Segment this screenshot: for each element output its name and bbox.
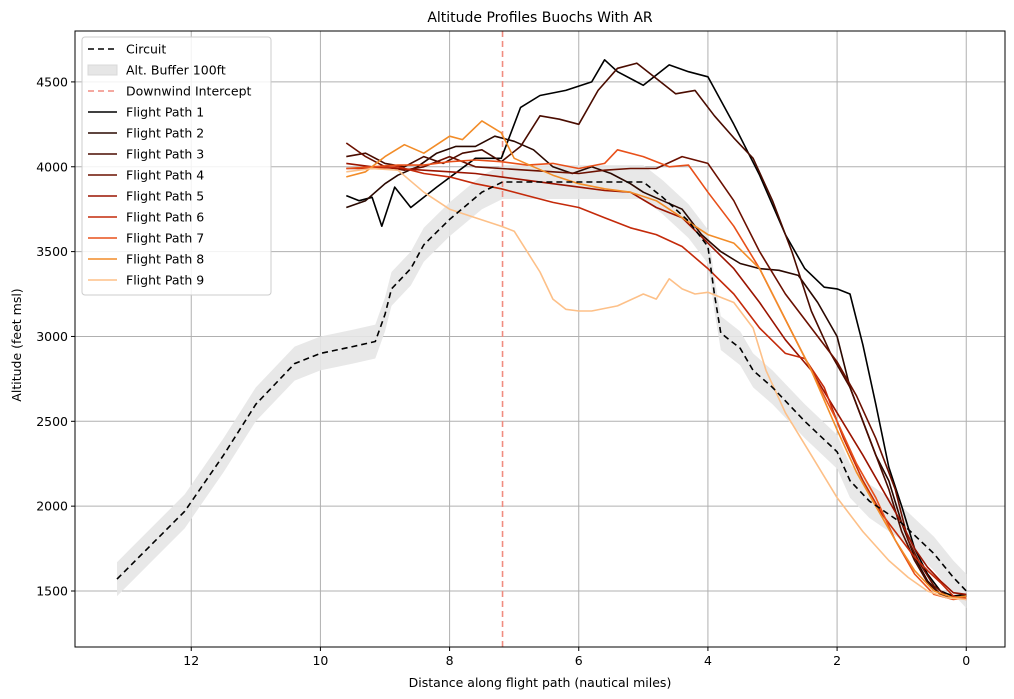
altitude-buffer-band [117, 165, 967, 608]
legend-label-11: Flight Path 9 [126, 273, 204, 288]
x-tick-label-0: 12 [183, 653, 199, 668]
y-tick-label-1: 2000 [36, 499, 68, 514]
legend-label-10: Flight Path 8 [126, 252, 204, 267]
y-tick-label-2: 2500 [36, 414, 68, 429]
x-tick-label-3: 6 [575, 653, 583, 668]
series-line-circuit [116, 181, 967, 592]
series-line-flight-path-8 [346, 120, 967, 599]
x-axis-ticks: 12 10 8 6 4 2 0 [183, 647, 970, 668]
legend-label-8: Flight Path 6 [126, 210, 204, 225]
legend-label-9: Flight Path 7 [126, 231, 204, 246]
y-tick-label-0: 1500 [36, 584, 68, 599]
y-tick-label-5: 4000 [36, 159, 68, 174]
series-line-flight-path-7 [346, 149, 967, 601]
legend-box [81, 36, 272, 296]
legend-label-3: Flight Path 1 [126, 105, 204, 120]
legend-label-0: Circuit [126, 42, 166, 57]
altitude-buffer [117, 165, 967, 608]
series-layer [116, 58, 967, 601]
x-tick-label-6: 0 [962, 653, 970, 668]
legend-label-4: Flight Path 2 [126, 126, 204, 141]
y-axis-label: Altitude (feet msl) [9, 288, 24, 401]
x-tick-label-2: 8 [446, 653, 454, 668]
series-line-flight-path-3 [346, 62, 967, 599]
legend-label-2: Downwind Intercept [126, 84, 252, 99]
legend-swatch-1 [87, 64, 118, 76]
series-line-flight-path-2 [346, 135, 967, 599]
series-line-flight-path-9 [346, 167, 967, 601]
x-tick-label-4: 4 [704, 653, 712, 668]
y-tick-label-4: 3500 [36, 244, 68, 259]
series-line-flight-path-5 [346, 162, 967, 596]
y-axis-ticks: 1500 2000 2500 3000 3500 4000 4500 [36, 74, 75, 599]
series-line-flight-path-1 [346, 58, 967, 597]
x-tick-label-5: 2 [833, 653, 841, 668]
plot-frame [74, 30, 1006, 648]
legend-label-6: Flight Path 4 [126, 168, 204, 183]
chart-title: Altitude Profiles Buochs With AR [427, 10, 653, 26]
legend-label-1: Alt. Buffer 100ft [126, 63, 226, 78]
x-axis-label: Distance along flight path (nautical mil… [409, 675, 672, 690]
y-tick-label-3: 3000 [36, 329, 68, 344]
y-tick-label-6: 4500 [36, 74, 68, 89]
x-tick-label-1: 10 [312, 653, 328, 668]
series-line-flight-path-4 [345, 142, 967, 599]
legend: Circuit Alt. Buffer 100ft Downwind Interce… [81, 36, 272, 296]
series-line-flight-path-6 [346, 166, 967, 601]
legend-label-7: Flight Path 5 [126, 189, 204, 204]
legend-label-5: Flight Path 3 [126, 147, 204, 162]
